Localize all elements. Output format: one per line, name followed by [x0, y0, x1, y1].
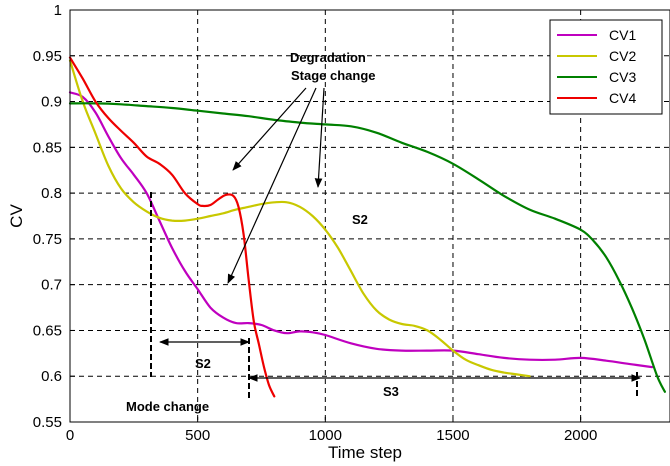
series-line-cv4: [68, 56, 276, 398]
series-layer: [68, 56, 666, 398]
y-tick-label: 1: [54, 2, 62, 19]
annotation-degradation: Degradation: [290, 50, 366, 65]
y-tick-label: 0.7: [41, 277, 62, 294]
annotation-s2-lower: S2: [195, 356, 211, 371]
y-tick-label: 0.6: [41, 368, 62, 385]
annotation-s2-upper: S2: [352, 212, 368, 227]
annotation-stage-change: Stage change: [291, 68, 376, 83]
y-tick-label: 0.85: [33, 139, 62, 156]
y-tick-label: 0.8: [41, 185, 62, 202]
y-tick-label: 0.75: [33, 231, 62, 248]
annotation-s3: S3: [383, 384, 399, 399]
x-tick-label: 1500: [436, 427, 469, 444]
legend: CV1 CV2 CV3 CV4: [549, 19, 663, 115]
series-line-cv2: [68, 59, 531, 378]
legend-label-cv1: CV1: [609, 27, 636, 43]
y-tick-label: 0.65: [33, 322, 62, 339]
series-line-cv3: [68, 102, 666, 393]
annotation-arrow: [314, 87, 325, 188]
x-tick-label: 2000: [564, 427, 597, 444]
annotation-mode-change: Mode change: [126, 399, 209, 414]
legend-label-cv2: CV2: [609, 48, 636, 64]
y-tick-label: 0.9: [41, 94, 62, 111]
x-tick-label: 0: [66, 427, 74, 444]
annotation-arrow: [227, 87, 317, 284]
y-tick-label: 0.95: [33, 48, 62, 65]
y-axis-title: CV: [7, 204, 26, 228]
annotation-arrow: [232, 87, 307, 171]
x-tick-label: 1000: [309, 427, 342, 444]
y-tick-label: 0.55: [33, 414, 62, 431]
series-line-cv1: [68, 91, 654, 369]
legend-label-cv3: CV3: [609, 69, 636, 85]
tick-labels: 0 500 1000 1500 2000 0.55 0.6 0.65 0.7 0.75 0.8 0.8…: [33, 2, 598, 444]
x-tick-label: 500: [185, 427, 210, 444]
plot-frame: [69, 9, 670, 423]
legend-label-cv4: CV4: [609, 90, 636, 106]
x-axis-title: Time step: [328, 443, 402, 462]
annotation-layer: [150, 87, 641, 400]
